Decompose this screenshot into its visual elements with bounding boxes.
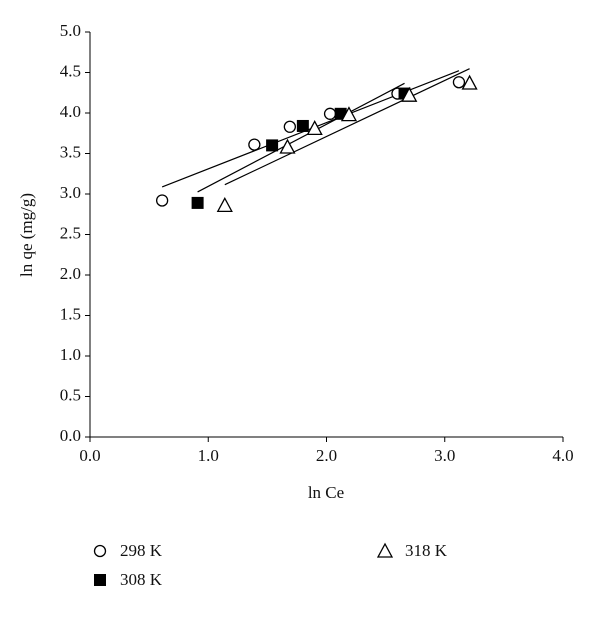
y-tick-label: 2.5 [60,223,81,242]
y-tick-label: 3.0 [60,183,81,202]
y-tick-label: 3.5 [60,142,81,161]
y-tick-label: 5.0 [60,21,81,40]
x-tick-label: 4.0 [552,446,573,465]
legend-marker [376,542,394,558]
legend-label: 318 K [405,541,448,560]
legend-label: 298 K [120,541,163,560]
data-point [279,138,296,154]
trend-line [197,82,405,193]
y-tick-label: 0.0 [60,426,81,445]
legend-marker [94,574,106,586]
y-tick-label: 1.0 [60,345,81,364]
data-point [248,138,261,151]
x-tick-label: 2.0 [316,446,337,465]
y-tick-label: 4.5 [60,61,81,80]
legend-label: 308 K [120,570,163,589]
legend-marker [93,544,107,558]
data-point [323,107,337,120]
data-point [191,196,204,209]
data-point [216,196,233,212]
data-point [155,194,169,207]
x-tick-label: 1.0 [198,446,219,465]
data-point [266,139,279,152]
data-point [296,119,309,132]
data-point [283,120,296,133]
y-axis-label: ln qe (mg/g) [17,193,36,277]
x-tick-label: 3.0 [434,446,455,465]
trend-line [224,68,470,186]
y-tick-label: 4.0 [60,102,81,121]
y-tick-label: 1.5 [60,304,81,323]
data-point [340,106,358,122]
data-point [461,74,478,90]
data-point [306,120,323,136]
data-point [452,76,466,89]
x-tick-label: 0.0 [79,446,100,465]
data-point [401,86,418,102]
x-axis-label: ln Ce [308,483,344,502]
y-tick-label: 2.0 [60,264,81,283]
y-tick-label: 0.5 [60,385,81,404]
